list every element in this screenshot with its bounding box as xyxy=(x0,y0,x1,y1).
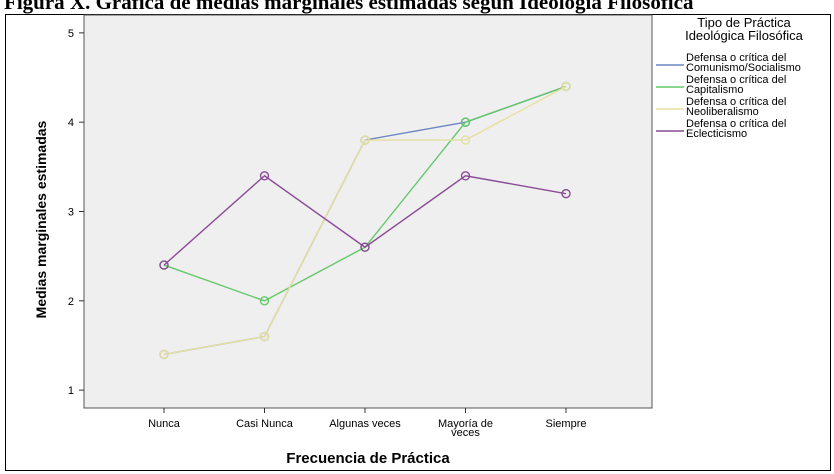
series-layer xyxy=(159,81,571,360)
y-tick-label: 2 xyxy=(68,296,74,308)
text-line: Tipo de Práctica xyxy=(697,15,791,30)
x-tick-label: Algunas veces xyxy=(329,418,401,430)
data-point xyxy=(360,135,370,145)
text-line: Comunismo/Socialismo xyxy=(686,62,801,74)
y-tick-label: 5 xyxy=(68,28,74,40)
data-point xyxy=(159,349,169,360)
data-point xyxy=(561,81,571,92)
y-axis-label: Medias marginales estimadas xyxy=(33,120,49,318)
legend: Tipo de Práctica Ideológica Filosófica Def… xyxy=(656,15,804,140)
figure-title-strip: Figura X. Gráfica de medias marginales e… xyxy=(0,0,834,14)
data-point xyxy=(561,188,571,199)
y-tick-label: 3 xyxy=(68,207,74,219)
x-axis-label: Frecuencia de Práctica xyxy=(286,450,450,467)
legend-title: Tipo de Práctica Ideológica Filosófica xyxy=(685,15,804,43)
data-point xyxy=(460,135,471,145)
data-point xyxy=(460,171,471,181)
data-point xyxy=(259,331,270,342)
legend-label: Defensa o crítica del Comunismo/Socialism… xyxy=(686,52,801,74)
text-line: Defensa o crítica del xyxy=(686,118,786,130)
data-point xyxy=(159,260,169,270)
legend-label: Defensa o crítica del Eclecticismo xyxy=(686,118,786,140)
y-tick-label: 4 xyxy=(68,117,74,129)
text-line: Defensa o crítica del xyxy=(686,52,786,64)
x-tick-label: Mayoría de veces xyxy=(438,418,493,439)
x-tick-label: Siempre xyxy=(546,418,587,430)
text-line: veces xyxy=(451,427,480,439)
data-point xyxy=(460,117,471,127)
data-point xyxy=(259,296,270,306)
data-point xyxy=(360,242,370,252)
legend-label: Defensa o crítica del Neoliberalismo xyxy=(686,96,786,118)
text-line: Neoliberalismo xyxy=(686,106,759,118)
text-line: Siempre xyxy=(546,418,587,430)
series-line-group xyxy=(159,171,571,270)
text-line: Capitalismo xyxy=(686,84,743,96)
figure-title: Figura X. Gráfica de medias marginales e… xyxy=(4,0,694,14)
text-line: Eclecticismo xyxy=(686,128,747,140)
text-line: Casi Nunca xyxy=(236,418,294,430)
axes: 1 2 3 4 5 Nunca Casi Nunca Algunas veces Mayoría… xyxy=(68,28,587,439)
y-tick-label: 1 xyxy=(68,385,74,397)
plot-area xyxy=(83,14,653,409)
data-point xyxy=(259,171,270,181)
text-line: Nunca xyxy=(148,418,181,430)
text-line: Defensa o crítica del xyxy=(686,96,786,108)
series-line xyxy=(163,85,567,356)
text-line: Mayoría de xyxy=(438,418,493,430)
x-tick-label: Nunca xyxy=(148,418,181,430)
legend-label: Defensa o crítica del Capitalismo xyxy=(686,74,786,96)
text-line: Ideológica Filosófica xyxy=(685,28,804,43)
text-line: Defensa o crítica del xyxy=(686,74,786,86)
x-tick-label: Casi Nunca xyxy=(236,418,294,430)
series-line xyxy=(163,174,567,266)
series-line-group xyxy=(159,81,571,360)
text-line: Algunas veces xyxy=(329,418,401,430)
